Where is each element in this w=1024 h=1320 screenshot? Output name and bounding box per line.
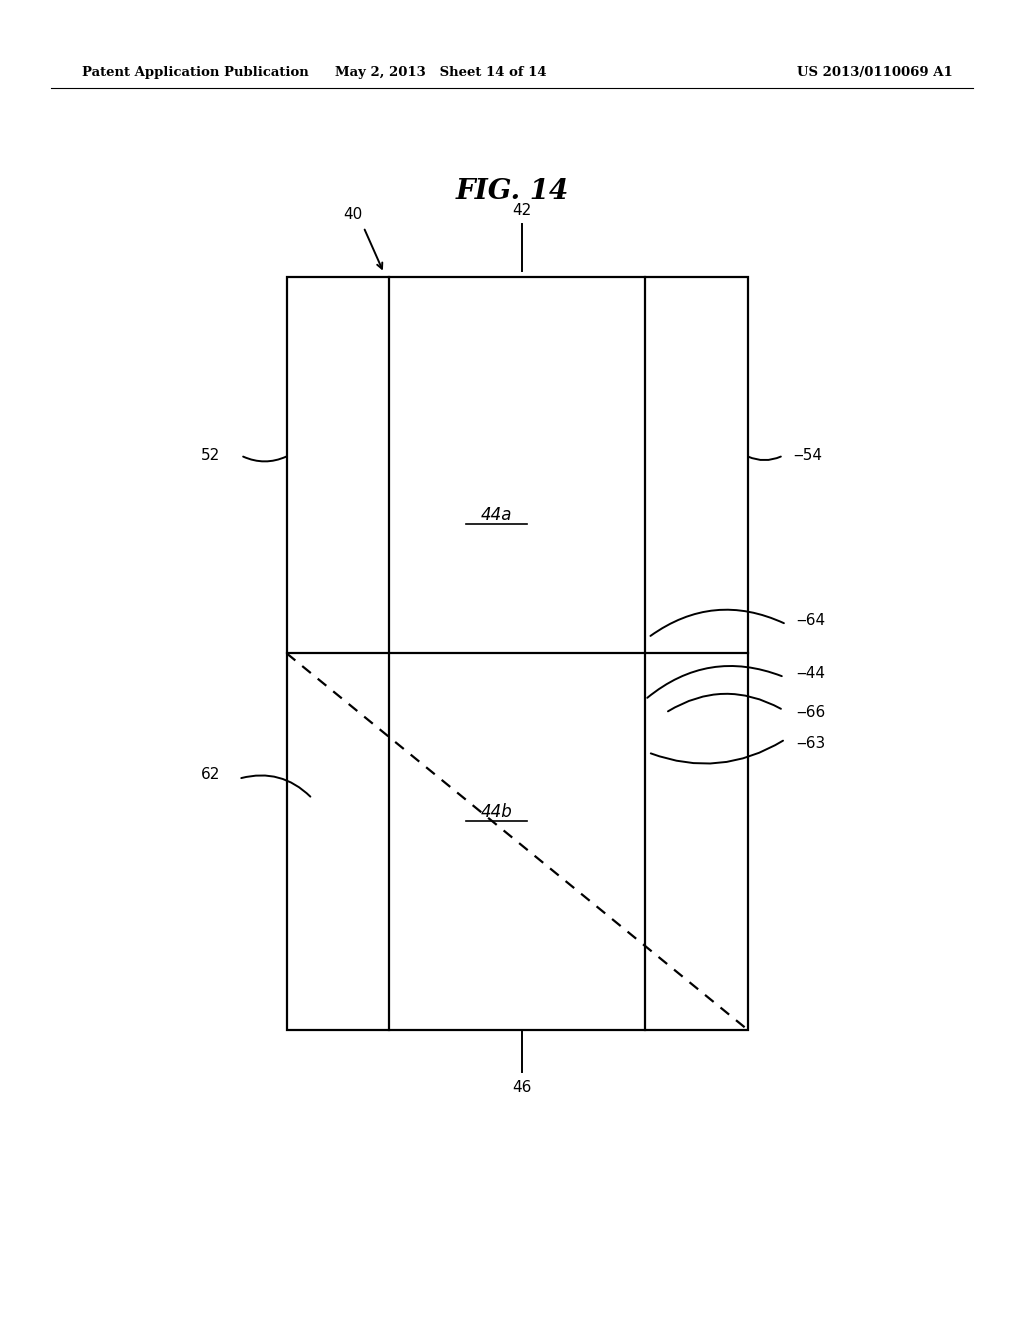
Text: 44a: 44a bbox=[481, 506, 512, 524]
Text: ‒64: ‒64 bbox=[797, 612, 825, 628]
Text: ‒44: ‒44 bbox=[797, 665, 825, 681]
Text: 62: 62 bbox=[201, 767, 220, 783]
Text: 40: 40 bbox=[344, 207, 362, 222]
Text: 42: 42 bbox=[513, 203, 531, 218]
Text: May 2, 2013   Sheet 14 of 14: May 2, 2013 Sheet 14 of 14 bbox=[335, 66, 546, 79]
Text: FIG. 14: FIG. 14 bbox=[456, 178, 568, 205]
Text: 44b: 44b bbox=[480, 803, 513, 821]
Text: US 2013/0110069 A1: US 2013/0110069 A1 bbox=[797, 66, 952, 79]
Text: Patent Application Publication: Patent Application Publication bbox=[82, 66, 308, 79]
Text: ‒54: ‒54 bbox=[794, 447, 822, 463]
Text: 46: 46 bbox=[513, 1080, 531, 1094]
Text: ‒66: ‒66 bbox=[797, 705, 826, 721]
Text: 52: 52 bbox=[201, 447, 220, 463]
Bar bbox=[287, 277, 748, 1030]
Text: ‒63: ‒63 bbox=[797, 735, 826, 751]
